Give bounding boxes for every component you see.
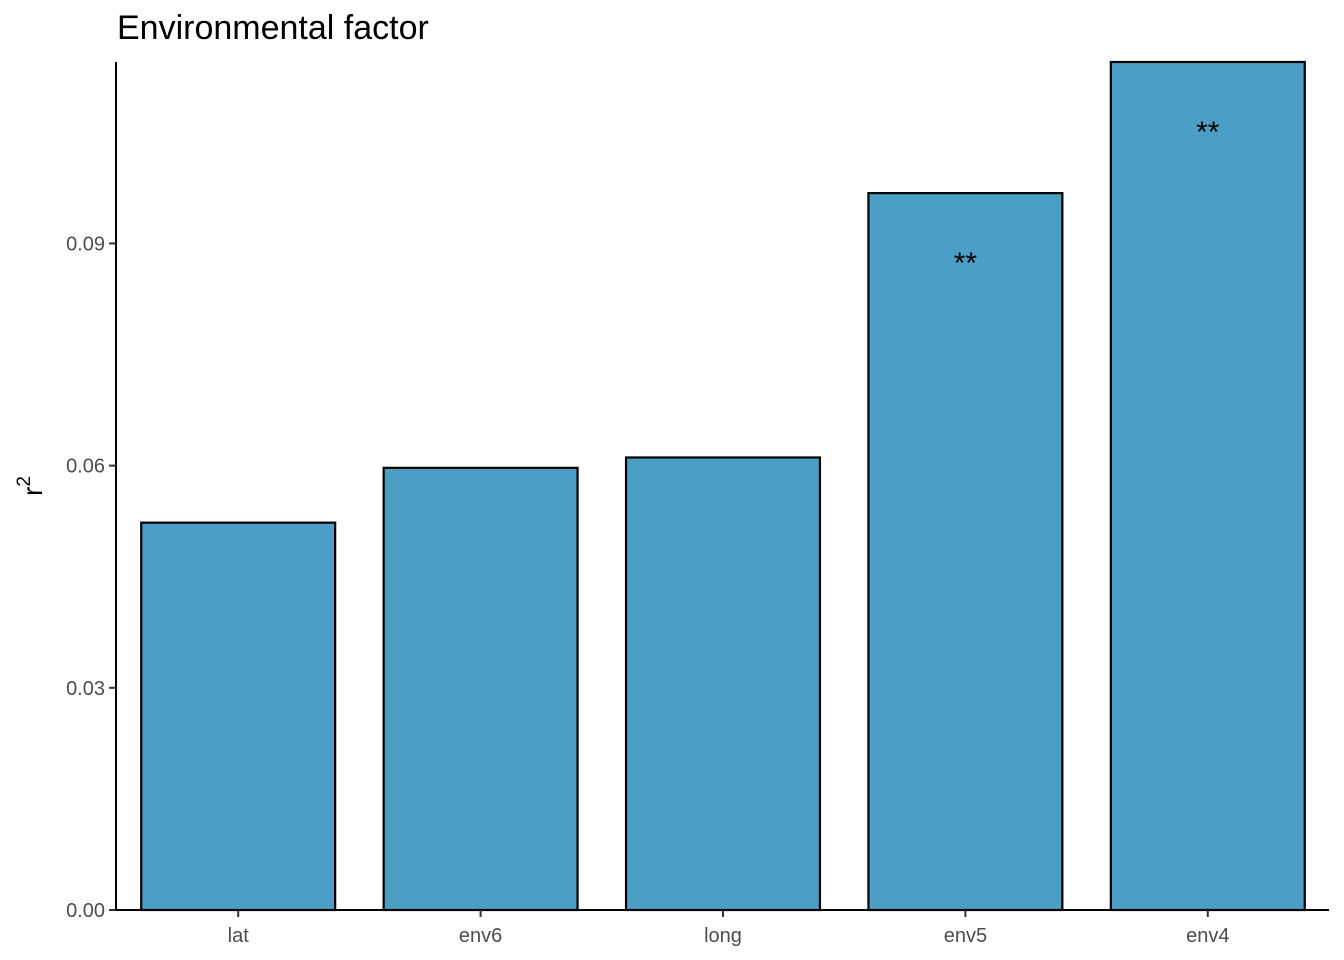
y-tick-label: 0.03 — [66, 678, 105, 700]
significance-label-env4: ** — [1196, 116, 1220, 149]
bar-lat — [140, 521, 337, 912]
y-axis-label-base: r — [17, 487, 48, 496]
bar-env4 — [1109, 60, 1306, 912]
y-tick-label: 0.09 — [66, 233, 105, 255]
significance-annotations: ** ** — [954, 116, 1220, 280]
y-axis-label: r2 — [14, 476, 48, 496]
y-tick-label: 0.00 — [66, 900, 105, 922]
chart-title: Environmental factor — [117, 9, 429, 47]
bar-env6 — [382, 466, 579, 912]
bar-long — [624, 456, 822, 912]
significance-label-env5: ** — [954, 247, 978, 280]
x-tick-label-env5: env5 — [944, 925, 987, 947]
y-axis-label-superscript: 2 — [14, 476, 35, 487]
bars-group — [140, 60, 1306, 912]
y-axis-ticks: 0.00 0.03 0.06 0.09 — [66, 233, 116, 922]
bar-env5 — [867, 191, 1064, 912]
y-tick-label: 0.06 — [66, 456, 105, 478]
x-tick-label-env4: env4 — [1186, 925, 1229, 947]
x-tick-label-long: long — [704, 925, 742, 947]
x-tick-label-lat: lat — [228, 925, 250, 947]
x-axis-ticks: lat env6 long env5 env4 — [228, 910, 1229, 947]
x-tick-label-env6: env6 — [459, 925, 502, 947]
y-axis-label-text: r2 — [14, 476, 48, 496]
